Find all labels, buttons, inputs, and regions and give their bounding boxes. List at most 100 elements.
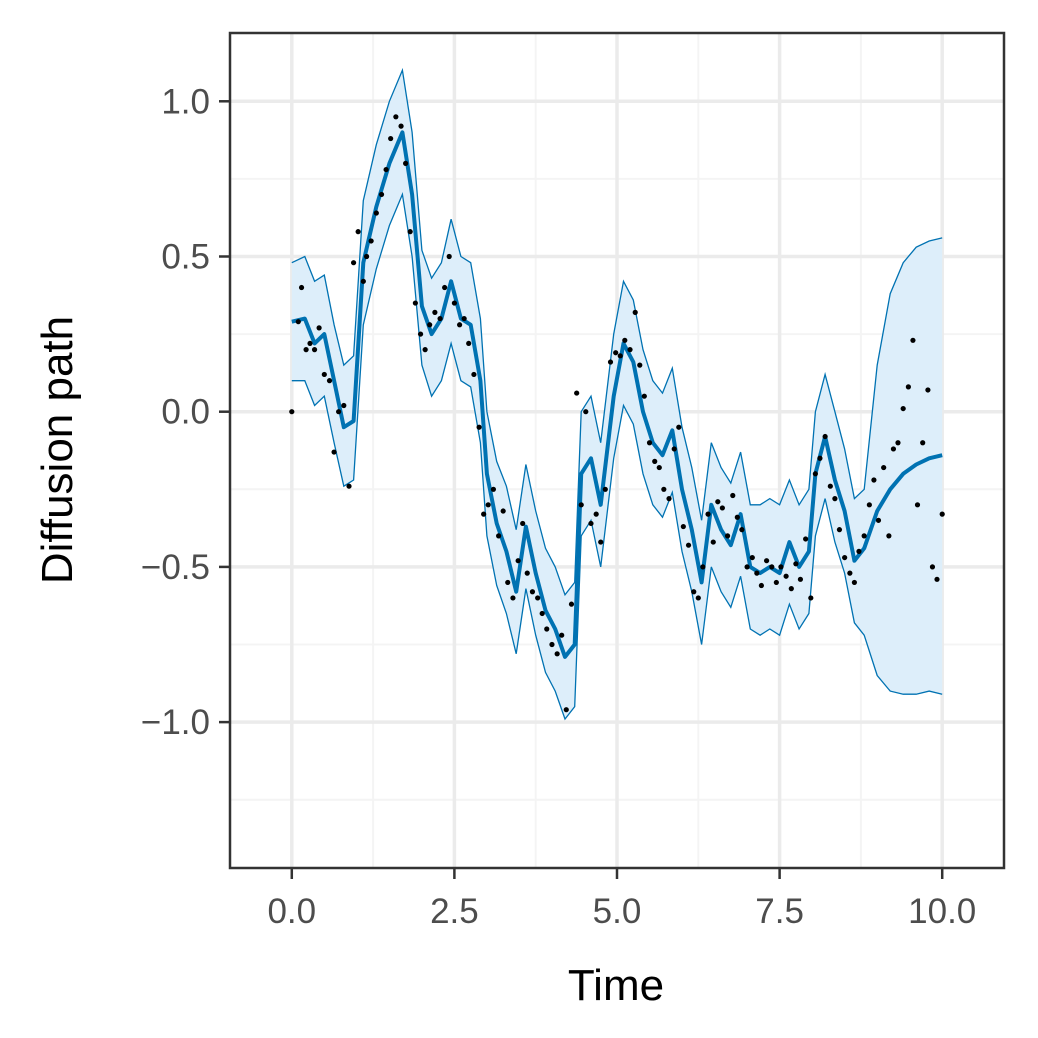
observation-point — [793, 561, 799, 567]
observation-point — [685, 542, 692, 548]
observation-point — [749, 554, 755, 561]
observation-point — [588, 520, 594, 527]
observation-point — [427, 322, 433, 328]
y-tick-label: −0.5 — [141, 548, 210, 587]
observation-point — [929, 564, 936, 570]
observation-point — [861, 533, 867, 539]
observation-point — [719, 505, 725, 511]
observation-point — [471, 371, 477, 378]
observation-point — [432, 309, 438, 315]
observation-point — [734, 514, 740, 520]
observation-point — [520, 520, 526, 527]
observation-point — [875, 517, 882, 523]
observation-point — [368, 238, 374, 244]
observation-point — [700, 564, 706, 570]
observation-point — [563, 707, 569, 713]
observation-point — [754, 570, 760, 576]
observation-point — [881, 464, 887, 471]
observation-point — [783, 573, 789, 579]
observation-point — [817, 455, 823, 461]
observation-point — [490, 486, 497, 492]
observation-point — [307, 340, 313, 347]
observation-point — [466, 340, 472, 347]
observation-point — [539, 610, 545, 617]
observation-point — [925, 387, 931, 393]
observation-point — [549, 641, 555, 648]
observation-point — [598, 539, 604, 545]
observation-point — [797, 576, 804, 582]
observation-point — [289, 409, 295, 415]
observation-point — [920, 440, 926, 446]
observation-point — [393, 114, 399, 120]
observation-point — [691, 589, 697, 595]
observation-point — [422, 347, 428, 353]
observation-point — [607, 359, 614, 365]
observation-point — [847, 570, 853, 576]
observation-point — [388, 135, 394, 142]
x-tick-label: 5.0 — [593, 892, 642, 931]
lower-band-line — [291, 192, 943, 721]
observation-point — [383, 166, 389, 173]
observation-point — [695, 595, 701, 601]
observation-point — [661, 486, 667, 492]
observation-point — [355, 229, 361, 235]
observation-point — [403, 160, 409, 166]
observation-point — [331, 449, 337, 455]
observation-point — [724, 533, 731, 539]
observation-point — [346, 483, 352, 489]
observation-point — [836, 527, 843, 533]
observation-point — [632, 309, 638, 315]
observation-point — [827, 483, 833, 489]
observation-point — [656, 464, 662, 471]
observation-point — [510, 595, 516, 601]
observation-point — [934, 576, 940, 582]
observation-point — [641, 393, 647, 399]
observation-point — [652, 458, 658, 464]
observation-point — [544, 626, 550, 632]
observation-point — [763, 558, 770, 564]
observation-point — [646, 440, 653, 446]
observation-point — [671, 446, 677, 452]
observation-point — [500, 508, 506, 514]
observation-point — [939, 511, 945, 517]
observation-point — [680, 523, 686, 530]
observation-point — [535, 595, 541, 601]
observation-point — [593, 511, 599, 517]
observation-point — [822, 433, 828, 440]
observation-point — [778, 564, 784, 570]
observation-point — [758, 582, 764, 589]
credible-band — [291, 67, 943, 721]
observation-point — [496, 533, 502, 539]
observation-point — [554, 651, 560, 657]
x-axis-title: Time — [568, 961, 664, 1010]
observation-point — [311, 347, 318, 353]
observation-point — [481, 511, 487, 517]
observation-point — [637, 362, 643, 368]
observation-point — [529, 589, 536, 595]
observation-point — [676, 424, 682, 430]
observation-point — [705, 511, 711, 517]
observation-point — [739, 527, 745, 533]
observation-point — [905, 384, 911, 390]
observation-point — [298, 284, 305, 291]
observation-point — [910, 337, 916, 343]
observation-point — [360, 278, 366, 284]
observation-point — [316, 325, 322, 331]
observation-point — [803, 536, 809, 542]
observation-point — [788, 586, 794, 592]
observation-point — [715, 499, 721, 505]
observation-point — [856, 548, 862, 554]
observation-point — [866, 502, 872, 508]
observation-point — [341, 402, 347, 409]
observation-point — [812, 471, 818, 477]
x-tick-label: 2.5 — [430, 892, 479, 931]
mean-path — [291, 130, 943, 659]
y-tick-label: 0.5 — [161, 237, 210, 276]
observation-point — [710, 539, 716, 545]
observation-point — [871, 477, 877, 483]
observation-point — [622, 337, 628, 343]
observation-point — [515, 558, 521, 564]
observation-point — [627, 347, 633, 353]
observation-point — [613, 350, 619, 356]
observation-point — [730, 492, 736, 499]
